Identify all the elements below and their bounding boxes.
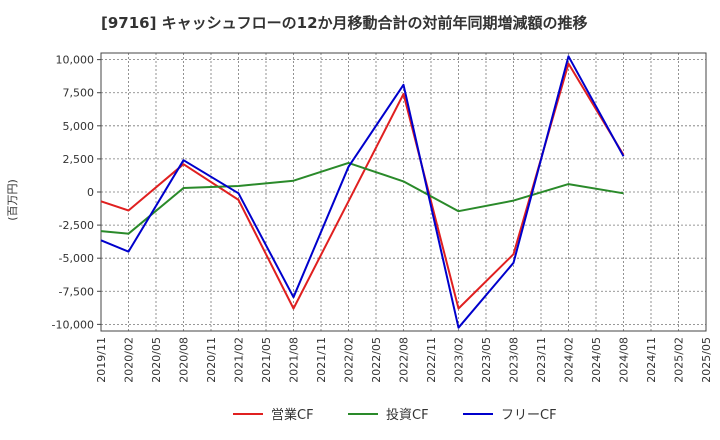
- y-tick-label: 10,000: [56, 54, 95, 67]
- x-tick-label: 2024/08: [618, 337, 631, 383]
- x-tick-label: 2022/08: [398, 337, 411, 383]
- x-tick-label: 2024/11: [645, 337, 658, 383]
- x-tick-label: 2022/11: [425, 337, 438, 383]
- x-tick-label: 2022/02: [343, 337, 356, 383]
- y-tick-label: -10,000: [52, 318, 94, 331]
- x-tick-label: 2025/05: [700, 337, 713, 383]
- x-tick-label: 2021/02: [233, 337, 246, 383]
- series-line-1: [100, 62, 625, 310]
- x-tick-label: 2020/08: [178, 337, 191, 383]
- y-tick-label: 2,500: [63, 153, 95, 166]
- x-tick-label: 2024/02: [563, 337, 576, 383]
- axes: 2019/11 2020/02 2020/05 2020/08 2020/11 2021/…: [52, 52, 713, 383]
- x-tick-label: 2020/05: [150, 337, 163, 383]
- series-lines: [100, 55, 625, 329]
- x-tick-label: 2023/11: [535, 337, 548, 383]
- x-tick-label: 2023/08: [508, 337, 521, 383]
- x-tick-label: 2022/05: [370, 337, 383, 383]
- x-tick-label: 2025/02: [673, 337, 686, 383]
- y-tick-label: -5,000: [59, 252, 94, 265]
- x-tick-label: 2023/02: [453, 337, 466, 383]
- x-tick-label: 2020/11: [205, 337, 218, 383]
- legend-label-1: 営業CF: [271, 407, 314, 423]
- y-axis-label: (百万円): [6, 179, 19, 221]
- y-tick-label: 0: [87, 186, 94, 199]
- y-tick-label: 7,500: [63, 87, 95, 100]
- legend: 営業CF 投資CF フリーCF: [233, 407, 557, 423]
- series-line-3: [100, 55, 625, 329]
- x-tick-label: 2024/05: [590, 337, 603, 383]
- legend-label-3: フリーCF: [501, 408, 557, 423]
- chart-title: [9716] キャッシュフローの12か月移動合計の対前年同期増減額の推移: [101, 14, 588, 32]
- legend-label-2: 投資CF: [386, 407, 429, 423]
- x-tick-label: 2021/05: [260, 337, 273, 383]
- grid: [101, 53, 706, 331]
- y-tick-label: -2,500: [59, 219, 94, 232]
- x-tick-label: 2019/11: [95, 337, 108, 383]
- x-tick-label: 2023/05: [480, 337, 493, 383]
- y-tick-label: -7,500: [59, 285, 94, 298]
- x-tick-label: 2021/08: [288, 337, 301, 383]
- y-tick-label: 5,000: [63, 120, 95, 133]
- x-tick-label: 2021/11: [315, 337, 328, 383]
- x-tick-label: 2020/02: [123, 337, 136, 383]
